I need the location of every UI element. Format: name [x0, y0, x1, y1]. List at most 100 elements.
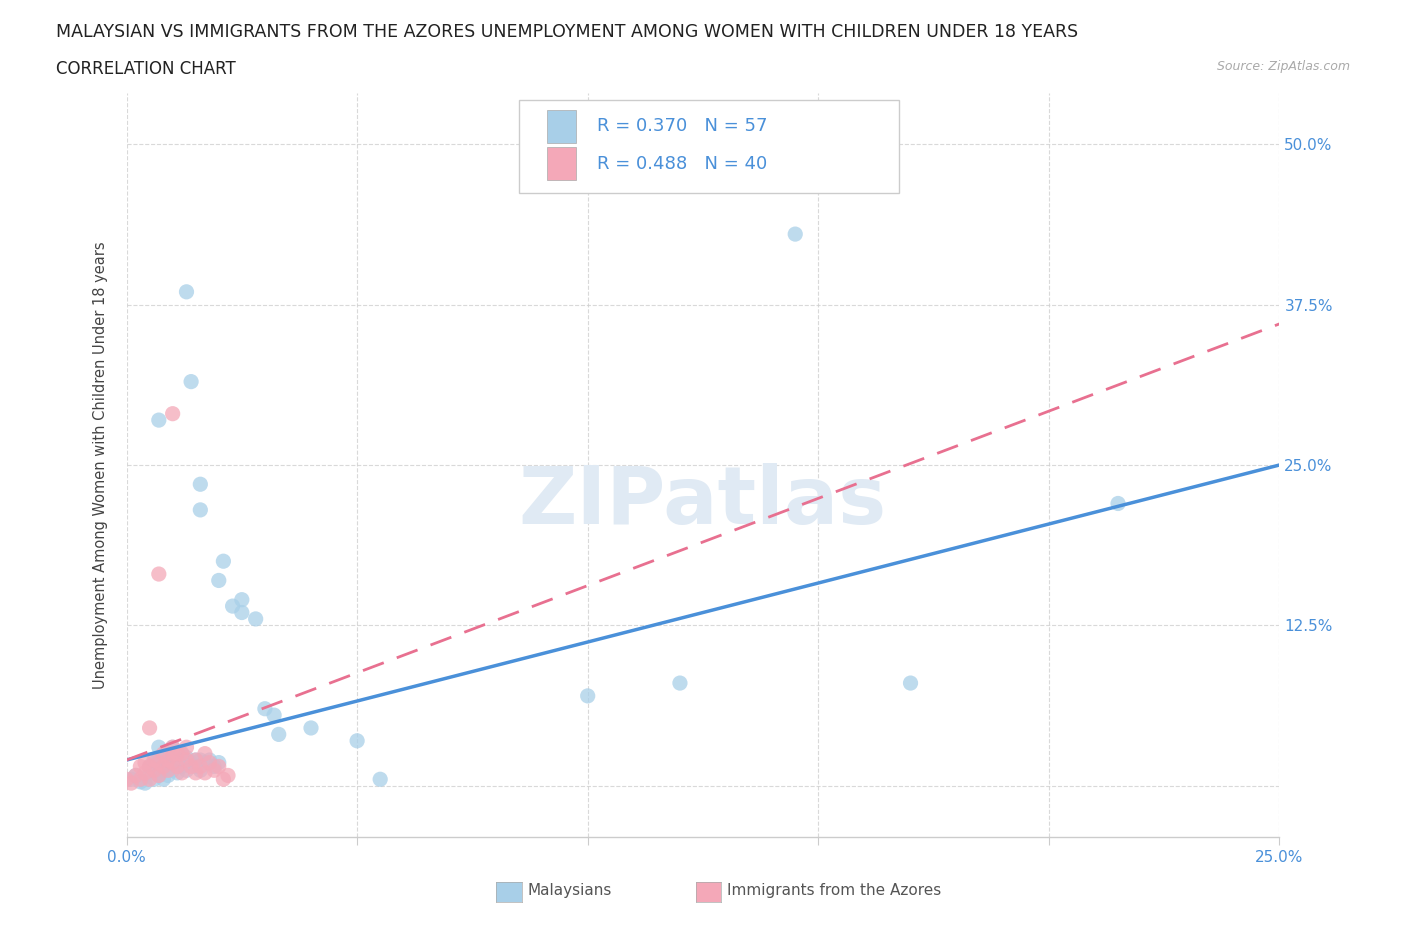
Point: [148, 566, 170, 581]
Point: [231, 605, 253, 620]
Point: [143, 772, 166, 787]
Point: [188, 477, 211, 492]
Point: [162, 755, 184, 770]
Point: [148, 768, 170, 783]
Point: [120, 772, 142, 787]
Point: [208, 755, 231, 770]
Point: [125, 768, 148, 783]
Point: [202, 759, 225, 774]
Point: [188, 502, 211, 517]
Point: [194, 755, 217, 770]
Point: [231, 592, 253, 607]
Point: [143, 752, 166, 767]
Point: [162, 406, 184, 421]
FancyBboxPatch shape: [547, 147, 576, 180]
Point: [217, 768, 239, 783]
Point: [115, 772, 138, 787]
Point: [162, 739, 184, 754]
Point: [176, 739, 198, 754]
Point: [138, 759, 160, 774]
Point: [263, 708, 285, 723]
Point: [176, 750, 198, 764]
Point: [170, 746, 193, 761]
Point: [1107, 496, 1129, 511]
Point: [138, 772, 160, 787]
Point: [900, 675, 922, 690]
Point: [176, 285, 198, 299]
Point: [166, 752, 188, 767]
Text: MALAYSIAN VS IMMIGRANTS FROM THE AZORES UNEMPLOYMENT AMONG WOMEN WITH CHILDREN U: MALAYSIAN VS IMMIGRANTS FROM THE AZORES …: [56, 23, 1078, 41]
Point: [129, 759, 152, 774]
Point: [143, 763, 166, 777]
Point: [134, 776, 156, 790]
Point: [157, 768, 180, 783]
Point: [253, 701, 276, 716]
Point: [162, 746, 184, 761]
Point: [166, 746, 188, 761]
Point: [188, 752, 211, 767]
Point: [180, 759, 202, 774]
Point: [184, 765, 207, 780]
Point: [166, 765, 188, 780]
Point: [184, 759, 207, 774]
Point: [188, 763, 211, 777]
Point: [129, 775, 152, 790]
Text: ZIPatlas: ZIPatlas: [519, 463, 887, 541]
Point: [346, 734, 368, 749]
Point: [157, 746, 180, 761]
Point: [245, 612, 267, 627]
Point: [162, 755, 184, 770]
Point: [120, 776, 142, 790]
Point: [170, 746, 193, 761]
Point: [157, 752, 180, 767]
Point: [152, 763, 174, 777]
Y-axis label: Unemployment Among Women with Children Under 18 years: Unemployment Among Women with Children U…: [93, 241, 108, 689]
Point: [194, 765, 217, 780]
Text: Source: ZipAtlas.com: Source: ZipAtlas.com: [1216, 60, 1350, 73]
Point: [170, 759, 193, 774]
Point: [669, 675, 692, 690]
Point: [208, 573, 231, 588]
FancyBboxPatch shape: [547, 110, 576, 143]
Text: Immigrants from the Azores: Immigrants from the Azores: [727, 884, 941, 898]
Point: [148, 413, 170, 428]
Point: [180, 374, 202, 389]
Point: [157, 763, 180, 777]
Point: [152, 772, 174, 787]
Point: [152, 759, 174, 774]
Text: R = 0.370   N = 57: R = 0.370 N = 57: [598, 117, 768, 136]
Point: [134, 755, 156, 770]
Point: [198, 755, 221, 770]
Text: CORRELATION CHART: CORRELATION CHART: [56, 60, 236, 78]
Point: [368, 772, 391, 787]
Point: [202, 763, 225, 777]
Point: [148, 768, 170, 783]
Point: [184, 752, 207, 767]
Point: [198, 752, 221, 767]
Point: [143, 755, 166, 770]
Point: [299, 721, 322, 736]
Point: [138, 721, 160, 736]
Point: [184, 752, 207, 767]
Point: [138, 759, 160, 774]
Point: [138, 765, 160, 780]
Point: [157, 759, 180, 774]
Point: [148, 755, 170, 770]
Point: [170, 765, 193, 780]
FancyBboxPatch shape: [519, 100, 898, 193]
Point: [162, 763, 184, 777]
Point: [180, 755, 202, 770]
Point: [162, 739, 184, 754]
Point: [166, 759, 188, 774]
Point: [785, 227, 807, 242]
Point: [125, 768, 148, 783]
Point: [267, 727, 290, 742]
Text: Malaysians: Malaysians: [527, 884, 612, 898]
Point: [152, 746, 174, 761]
Point: [134, 765, 156, 780]
Point: [208, 759, 231, 774]
Point: [194, 746, 217, 761]
Point: [152, 755, 174, 770]
Point: [188, 759, 211, 774]
Text: R = 0.488   N = 40: R = 0.488 N = 40: [598, 154, 768, 173]
